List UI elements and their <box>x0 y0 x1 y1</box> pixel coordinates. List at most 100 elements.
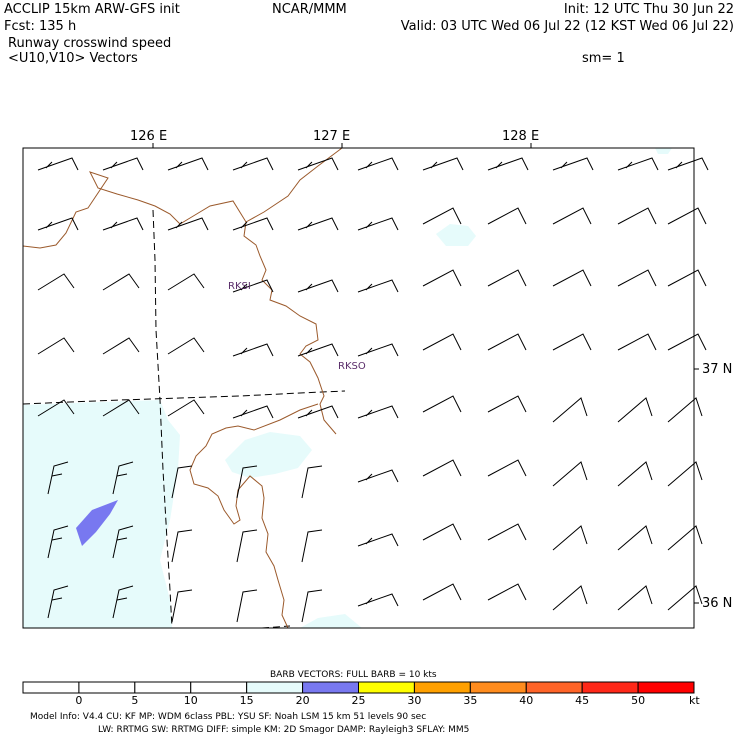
wind-barb <box>487 395 527 413</box>
wind-barb <box>47 525 69 559</box>
wind-barb <box>487 207 527 225</box>
wind-barb <box>357 593 399 607</box>
wind-barb <box>422 157 464 171</box>
boundaries <box>22 147 346 629</box>
wind-barb <box>487 157 529 171</box>
wind-barb <box>617 269 657 287</box>
forecast-hour: Fcst: 135 h <box>4 19 77 34</box>
wind-barb <box>236 465 258 499</box>
wind-barb <box>297 157 339 171</box>
wind-barb <box>301 589 323 623</box>
colorbar-tick-label: 10 <box>184 694 198 707</box>
wind-barb <box>37 273 75 291</box>
colorbar-cell <box>246 681 304 694</box>
wind-barb <box>167 399 205 417</box>
wind-barb <box>47 585 69 619</box>
wind-barb <box>171 589 193 623</box>
wind-barbs <box>37 157 709 623</box>
colorbar-cell <box>134 681 192 694</box>
wind-barb <box>297 279 339 293</box>
wind-barb <box>552 461 588 487</box>
wind-barb <box>422 269 462 287</box>
wind-barb <box>552 269 592 287</box>
wind-barb <box>171 465 193 499</box>
coastline <box>22 147 343 629</box>
colorbar-tick-label: 40 <box>519 694 533 707</box>
wind-barb <box>301 529 323 563</box>
init-time: Init: 12 UTC Thu 30 Jun 22 <box>563 2 734 17</box>
wind-barb <box>667 585 703 611</box>
run-title: ACCLIP 15km ARW-GFS init <box>4 2 180 17</box>
wind-barb <box>552 157 594 171</box>
colorbar-cell <box>78 681 136 694</box>
wind-barb <box>171 529 193 563</box>
light-shading-coast <box>225 432 312 478</box>
producer-label: NCAR/MMM <box>272 2 347 17</box>
wind-barb <box>422 459 462 477</box>
colorbar-cell <box>22 681 80 694</box>
wind-barb <box>667 207 707 225</box>
colorbar-labels: 0 5 10 15 20 25 30 35 40 45 50 <box>75 694 645 707</box>
wind-barb <box>102 337 140 355</box>
wind-barb <box>167 217 209 231</box>
wind-barb <box>102 399 140 417</box>
wind-barb <box>112 525 134 559</box>
wind-barb <box>297 343 339 357</box>
map-frame <box>22 147 695 629</box>
wind-barb <box>617 207 657 225</box>
wind-barb <box>236 529 258 563</box>
wind-barb <box>357 533 399 547</box>
smoothing-label: sm= 1 <box>582 51 625 66</box>
wind-barb <box>102 273 140 291</box>
wind-barb <box>37 157 79 171</box>
lat-label-36: 36 N <box>702 596 732 611</box>
wind-barb <box>552 525 588 551</box>
colorbar-unit: kt <box>689 694 700 707</box>
admin-boundary-ew <box>22 390 346 405</box>
colorbar-cell <box>358 681 415 694</box>
wind-barb <box>357 469 399 483</box>
light-shading-northeast <box>436 224 476 246</box>
wind-barb <box>617 397 653 423</box>
wind-barb <box>232 157 274 171</box>
wind-barb <box>357 343 399 357</box>
wind-barb <box>617 585 653 611</box>
wind-barb <box>297 217 339 231</box>
colorbar-tick-label: 45 <box>575 694 589 707</box>
colorbar-title: BARB VECTORS: FULL BARB = 10 kts <box>270 670 437 680</box>
wind-barb <box>422 395 462 413</box>
wind-barb <box>301 465 323 499</box>
lon-label-126: 126 E <box>130 129 167 144</box>
colorbar-tick-label: 0 <box>75 694 82 707</box>
wind-barb <box>102 157 144 171</box>
colorbar-cell <box>581 681 639 694</box>
wind-barb <box>297 405 339 419</box>
wind-barb <box>112 585 134 619</box>
light-shading-south <box>300 614 362 628</box>
frame-ticks <box>152 143 699 604</box>
wind-barb <box>112 461 134 495</box>
wind-barb <box>167 337 205 355</box>
colorbar-cell <box>637 681 695 694</box>
wind-barb <box>552 333 592 351</box>
wind-barb <box>667 397 703 423</box>
blue-shading-core <box>76 500 118 546</box>
wind-barb <box>357 405 399 419</box>
wind-barb <box>232 217 274 231</box>
wind-barb <box>487 333 527 351</box>
colorbar-tick-label: 5 <box>131 694 138 707</box>
field-name: Runway crosswind speed <box>8 36 172 51</box>
colorbar-tick-label: 30 <box>407 694 421 707</box>
wind-barb <box>236 589 258 623</box>
wind-barb <box>167 273 205 291</box>
wind-barb <box>422 583 462 601</box>
wind-barb <box>667 333 707 351</box>
wind-barb <box>37 399 75 417</box>
wind-barb <box>667 157 709 171</box>
wind-barb <box>422 523 462 541</box>
vector-field-name: <U10,V10> Vectors <box>8 51 138 66</box>
colorbar-tick-label: 25 <box>352 694 366 707</box>
